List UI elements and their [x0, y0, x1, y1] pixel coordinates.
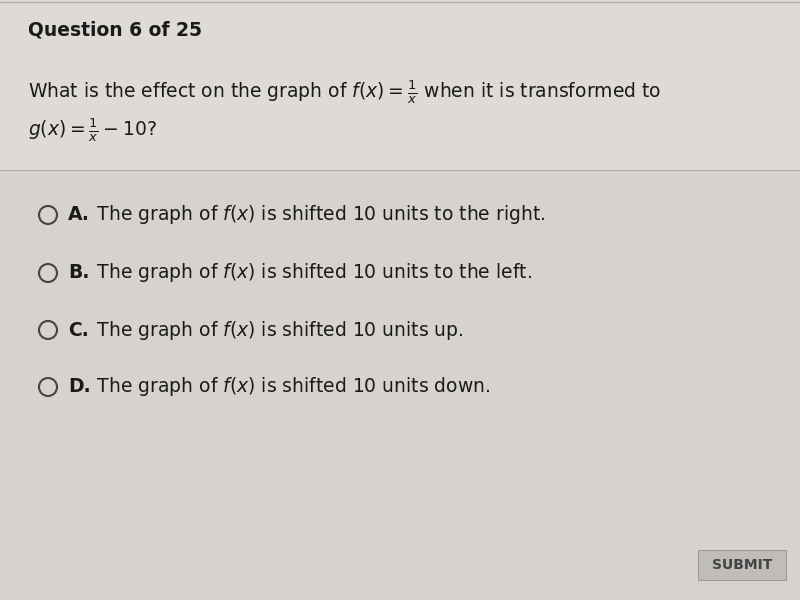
Text: Question 6 of 25: Question 6 of 25	[28, 20, 202, 40]
Text: The graph of $f(x)$ is shifted 10 units up.: The graph of $f(x)$ is shifted 10 units …	[85, 319, 464, 341]
Text: $g(x) = \frac{1}{x} - 10$?: $g(x) = \frac{1}{x} - 10$?	[28, 116, 157, 143]
Text: SUBMIT: SUBMIT	[712, 558, 772, 572]
Text: C.: C.	[68, 320, 89, 340]
Text: B.: B.	[68, 263, 90, 283]
Bar	[0, 0, 800, 170]
Text: What is the effect on the graph of $f(x) = \frac{1}{x}$ when it is transformed t: What is the effect on the graph of $f(x)…	[28, 79, 661, 106]
Text: The graph of $f(x)$ is shifted 10 units to the right.: The graph of $f(x)$ is shifted 10 units …	[85, 203, 546, 226]
Text: D.: D.	[68, 377, 90, 397]
Text: A.: A.	[68, 205, 90, 224]
FancyBboxPatch shape	[698, 550, 786, 580]
Text: The graph of $f(x)$ is shifted 10 units to the left.: The graph of $f(x)$ is shifted 10 units …	[85, 262, 532, 284]
Text: The graph of $f(x)$ is shifted 10 units down.: The graph of $f(x)$ is shifted 10 units …	[85, 376, 490, 398]
